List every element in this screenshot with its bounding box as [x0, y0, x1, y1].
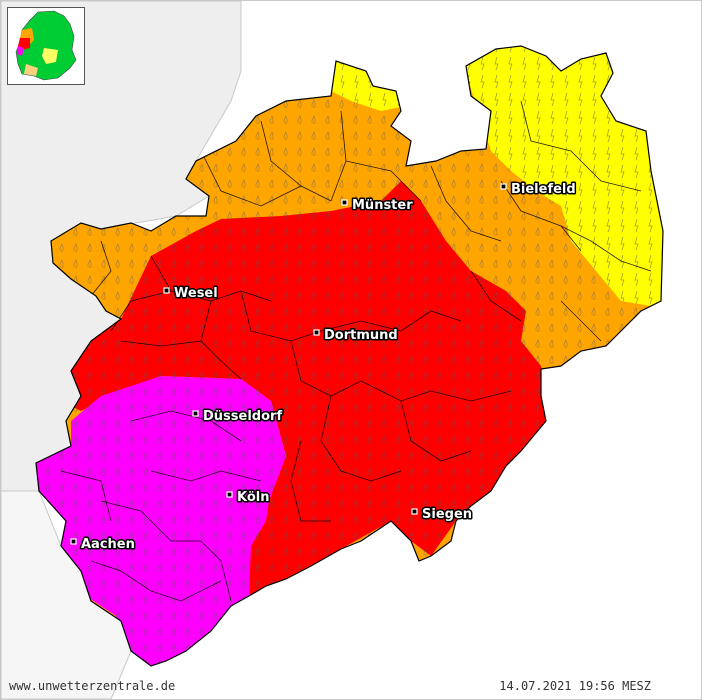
footer-timestamp: 14.07.2021 19:56 MESZ [499, 679, 651, 693]
city-marker-aachen[interactable]: Aachen [70, 536, 136, 554]
city-dot [192, 410, 199, 417]
city-label-muenster: Münster [352, 198, 413, 213]
city-marker-bielefeld[interactable]: Bielefeld [500, 181, 577, 199]
city-label-koeln: Köln [237, 490, 270, 505]
city-marker-dortmund[interactable]: Dortmund [313, 327, 399, 345]
germany-overview-map [15, 10, 77, 81]
city-dot [70, 538, 77, 545]
city-label-dortmund: Dortmund [324, 328, 398, 343]
city-label-duesseldorf: Düsseldorf [203, 409, 282, 424]
footer-site-url[interactable]: www.unwetterzentrale.de [9, 679, 176, 693]
city-dot [163, 287, 170, 294]
city-marker-siegen[interactable]: Siegen [411, 506, 474, 524]
city-marker-duesseldorf[interactable]: Düsseldorf [192, 408, 284, 426]
city-label-siegen: Siegen [422, 507, 472, 522]
city-marker-koeln[interactable]: Köln [226, 489, 271, 507]
city-marker-muenster[interactable]: Münster [341, 197, 415, 215]
germany-overview-inset[interactable] [7, 7, 85, 85]
city-label-wesel: Wesel [174, 286, 218, 301]
city-label-bielefeld: Bielefeld [511, 182, 576, 197]
city-marker-wesel[interactable]: Wesel [163, 285, 219, 303]
city-label-aachen: Aachen [81, 537, 135, 552]
city-dot [226, 491, 233, 498]
city-dot [500, 183, 507, 190]
city-dot [411, 508, 418, 515]
city-dot [341, 199, 348, 206]
city-dot [313, 329, 320, 336]
district-borders [60, 100, 652, 602]
city-markers: Münster Bielefeld Wesel Dortmund Düsseld… [70, 181, 577, 554]
